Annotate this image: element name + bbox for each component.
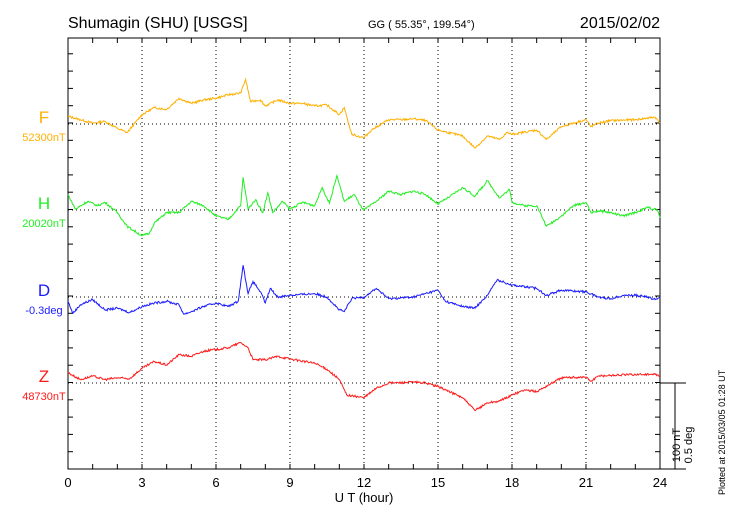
series-line-d <box>67 265 661 315</box>
series-line-f <box>67 77 661 149</box>
x-tick-label: 0 <box>64 475 71 490</box>
x-tick-label: 15 <box>431 475 445 490</box>
series-name-z: Z <box>39 367 49 386</box>
series-baseline-d: -0.3deg <box>25 305 62 317</box>
x-tick-label: 18 <box>505 475 519 490</box>
x-tick-label: 6 <box>212 475 219 490</box>
scale-nt-label: 100 nT <box>671 428 683 463</box>
plotted-timestamp: Plotted at 2015/03/05 01:28 UT <box>717 369 727 495</box>
x-tick-label: 12 <box>357 475 371 490</box>
x-tick-label: 24 <box>653 475 667 490</box>
station-title: Shumagin (SHU) [USGS] <box>68 15 248 32</box>
series-name-h: H <box>38 194 50 213</box>
plot-date: 2015/02/02 <box>580 15 660 32</box>
x-tick-label: 3 <box>138 475 145 490</box>
x-tick-label: 21 <box>579 475 593 490</box>
series-line-h <box>67 173 661 237</box>
series-baseline-f: 52300nT <box>22 132 66 144</box>
series-line-z <box>67 341 661 412</box>
series-baseline-z: 48730nT <box>22 391 66 403</box>
series-name-d: D <box>38 281 50 300</box>
x-tick-label: 9 <box>286 475 293 490</box>
station-coords: GG ( 55.35°, 199.54°) <box>368 19 475 31</box>
series-baseline-h: 20020nT <box>22 218 66 230</box>
scale-deg-label: 0.5 deg <box>683 427 695 464</box>
series-name-f: F <box>39 108 49 127</box>
x-axis-label: U T (hour) <box>335 490 394 505</box>
